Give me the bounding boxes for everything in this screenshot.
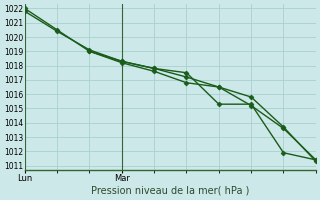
X-axis label: Pression niveau de la mer( hPa ): Pression niveau de la mer( hPa ) bbox=[91, 186, 250, 196]
